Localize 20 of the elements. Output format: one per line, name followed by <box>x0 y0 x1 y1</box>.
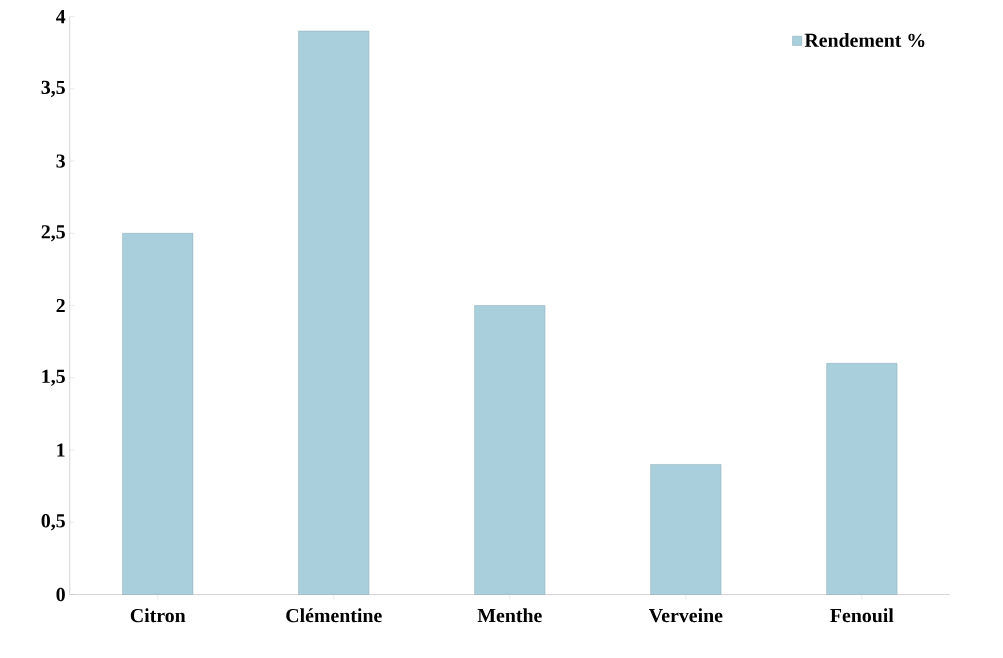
y-tick-label: 4 <box>55 10 66 24</box>
y-tick-label: 2,5 <box>41 225 65 242</box>
y-tick-label: 3,5 <box>41 80 65 98</box>
bar <box>650 464 722 595</box>
y-tick-label: 3 <box>56 154 65 168</box>
y-tick-label: 0,5 <box>41 514 65 531</box>
x-tick-label: Fenouil <box>830 608 894 623</box>
bar <box>122 233 194 595</box>
bar <box>298 31 370 595</box>
y-tick-label: 0 <box>56 588 65 602</box>
y-tick-label: 2 <box>56 299 65 313</box>
legend-label: Rendement % <box>804 33 925 48</box>
bar <box>474 305 546 595</box>
x-tick-label: Verveine <box>648 608 723 623</box>
x-tick-label: Clémentine <box>286 608 382 623</box>
y-tick-label: 1,5 <box>42 369 65 387</box>
x-tick-label: Menthe <box>477 608 542 623</box>
x-tick-label: Citron <box>130 608 186 623</box>
y-tick-label: 1 <box>57 443 65 457</box>
bar <box>826 363 898 595</box>
